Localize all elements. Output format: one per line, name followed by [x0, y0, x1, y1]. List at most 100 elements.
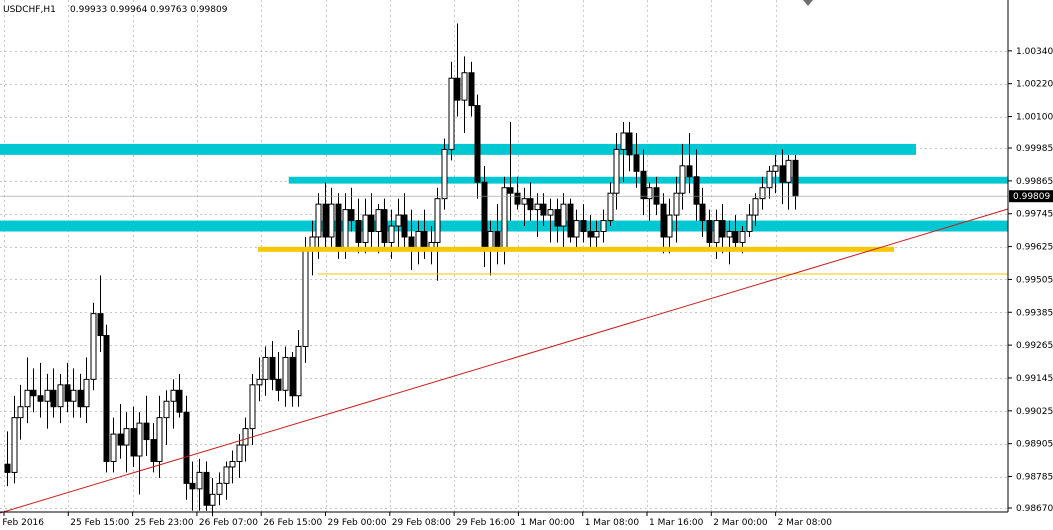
candle: [679, 143, 686, 210]
candle-body-bull: [521, 198, 528, 205]
candle-body-bull: [752, 198, 759, 216]
candle: [560, 193, 567, 248]
candle-body-bear: [289, 356, 296, 397]
candle-body-bull: [110, 433, 117, 462]
candle: [282, 346, 289, 407]
candle-body-bear: [792, 159, 799, 197]
candle-body-bear: [633, 154, 640, 172]
candle: [573, 209, 580, 248]
candle-body-bear: [64, 384, 71, 402]
candle: [156, 395, 163, 478]
candle: [236, 434, 243, 478]
candle: [209, 477, 216, 517]
candle: [613, 132, 620, 210]
candle-body-bull: [44, 389, 51, 402]
candle-body-bull: [216, 482, 223, 495]
candle-body-bear: [183, 411, 190, 484]
candle: [434, 187, 441, 281]
candle-body-bull: [17, 406, 24, 419]
candle-body-bull: [573, 220, 580, 238]
candle-body-bull: [620, 132, 627, 150]
candle-body-bear: [699, 203, 706, 222]
time-tick-label: 2 Mar 00:00: [713, 518, 768, 528]
support-line: [258, 246, 894, 252]
candle: [719, 204, 726, 254]
scroll-marker-icon[interactable]: [803, 0, 813, 6]
candle: [50, 368, 57, 418]
time-tick-label: 29 Feb 08:00: [392, 518, 451, 528]
candle-body-bear: [37, 395, 44, 402]
time-tick-label: 26 Feb 15:00: [263, 518, 322, 528]
candle-body-bear: [514, 192, 521, 205]
candle-body-bull: [375, 209, 382, 233]
candle: [64, 362, 71, 413]
candle-body-bull: [679, 165, 686, 194]
candle-body-bear: [381, 209, 388, 243]
candle-body-bull: [613, 148, 620, 194]
candle: [117, 403, 124, 459]
candle: [646, 182, 653, 221]
candle: [660, 193, 667, 254]
candle: [44, 373, 51, 429]
price-tick-label: 0.98670: [1016, 504, 1053, 514]
candle-body-bull: [534, 203, 541, 211]
price-tick-label: 1.00220: [1016, 80, 1053, 90]
candle: [554, 198, 561, 243]
candle-body-bear: [626, 132, 633, 156]
candle-body-bull: [759, 187, 766, 200]
zone-upper: [0, 143, 916, 155]
candle-body-bear: [348, 209, 355, 222]
candle-body-bear: [117, 433, 124, 446]
candle-body-bear: [686, 165, 693, 178]
header-ohlc: 0.99933 0.99964 0.99763 0.99809: [70, 5, 228, 15]
current-price-tag: 0.99809: [1009, 190, 1053, 203]
candle: [150, 423, 157, 473]
price-tick-label: 0.99625: [1016, 243, 1053, 253]
time-tick-label: 1 Mar 00:00: [520, 518, 575, 528]
candle-body-bull: [156, 417, 163, 462]
candle: [242, 417, 249, 462]
candle: [693, 149, 700, 221]
lines-layer: [0, 195, 1009, 514]
candle-body-bull: [560, 203, 567, 227]
candle: [527, 182, 534, 221]
candle-body-bear: [4, 463, 11, 473]
time-tick-label: 26 Feb 07:00: [199, 518, 258, 528]
candle-body-bear: [494, 231, 501, 249]
candle-body-bear: [779, 165, 786, 183]
candle-body-bull: [746, 214, 753, 233]
candle-body-bear: [474, 105, 481, 183]
price-tick-label: 0.99865: [1016, 177, 1053, 187]
candle: [348, 187, 355, 232]
candle: [275, 351, 282, 402]
candle: [514, 176, 521, 210]
candle-body-bear: [580, 220, 587, 233]
candle: [785, 154, 792, 210]
candle-body-bull: [262, 356, 269, 380]
candle: [620, 122, 627, 183]
candle-body-bull: [441, 148, 448, 200]
candle: [130, 406, 137, 467]
candle-body-bull: [295, 345, 302, 397]
candle-body-bear: [203, 471, 210, 506]
candle-body-bear: [421, 231, 428, 249]
candle-body-bear: [454, 77, 461, 101]
candle: [97, 275, 104, 352]
candle: [289, 351, 296, 407]
candle-body-bear: [355, 220, 362, 243]
candle-body-bear: [527, 198, 534, 211]
candle: [600, 209, 607, 243]
price-tick-label: 0.99265: [1016, 341, 1053, 351]
candle: [673, 176, 680, 243]
candle: [103, 324, 110, 473]
time-tick-label: 2 Mar 08:00: [778, 518, 833, 528]
candle: [229, 450, 236, 484]
price-tick-label: 0.98905: [1016, 440, 1053, 450]
candle: [441, 138, 448, 210]
candle: [540, 193, 547, 227]
candle: [123, 412, 130, 473]
candle-body-bull: [236, 444, 243, 462]
candle: [666, 198, 673, 254]
price-tick-label: 0.99745: [1016, 210, 1053, 220]
